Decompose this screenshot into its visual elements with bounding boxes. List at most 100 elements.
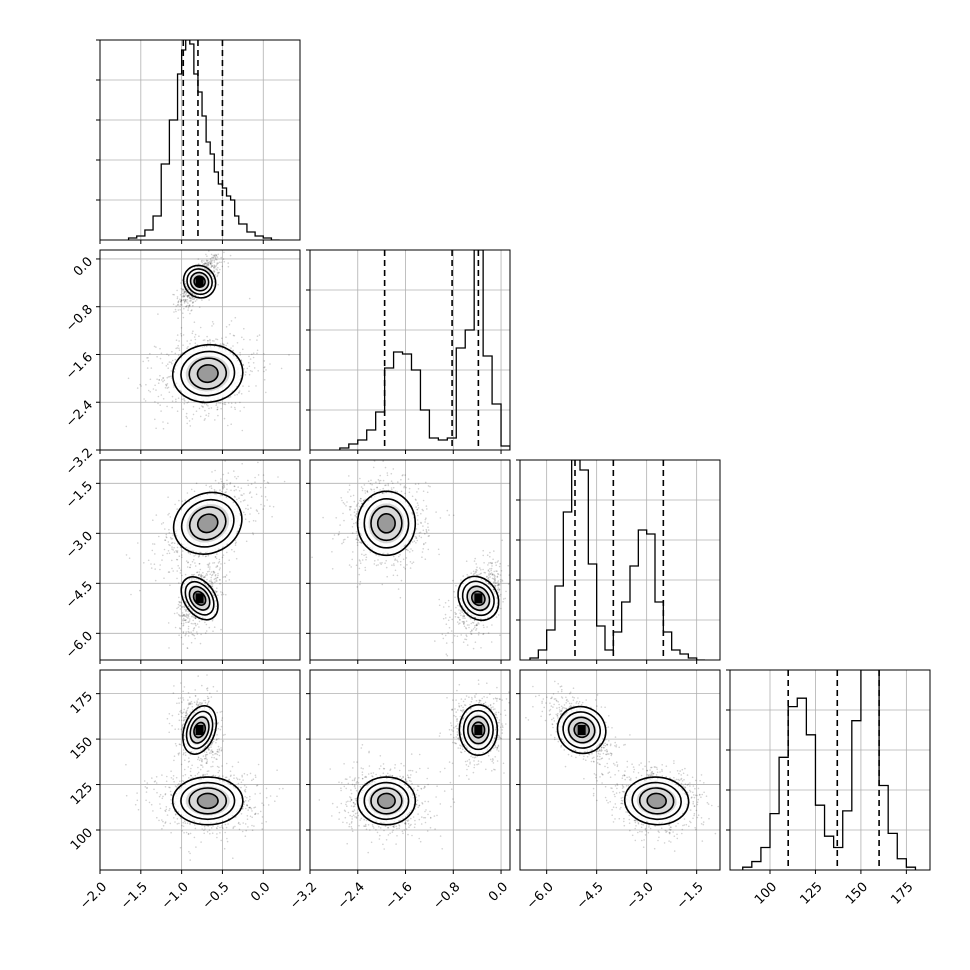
scatter-point bbox=[406, 564, 408, 566]
scatter-point bbox=[205, 259, 208, 262]
scatter-point bbox=[216, 256, 219, 258]
scatter-point bbox=[201, 261, 203, 264]
scatter-point bbox=[214, 479, 217, 482]
scatter-point bbox=[189, 618, 191, 620]
scatter-point bbox=[427, 535, 430, 537]
scatter-point bbox=[185, 305, 188, 308]
scatter-point bbox=[157, 382, 160, 385]
scatter-point bbox=[213, 261, 216, 263]
scatter-point bbox=[202, 755, 205, 757]
scatter-point bbox=[456, 621, 459, 623]
scatter-point bbox=[182, 312, 184, 315]
scatter-point bbox=[202, 405, 204, 408]
scatter-point bbox=[198, 563, 201, 565]
scatter-point bbox=[178, 499, 180, 502]
scatter-point bbox=[404, 474, 406, 476]
scatter-point bbox=[405, 548, 408, 551]
scatter-point bbox=[230, 402, 233, 405]
scatter-point bbox=[502, 601, 504, 603]
scatter-point bbox=[168, 722, 171, 725]
scatter-point bbox=[187, 295, 190, 297]
scatter-point bbox=[213, 255, 216, 257]
scatter-point bbox=[408, 487, 411, 490]
scatter-point bbox=[227, 472, 230, 474]
scatter-point bbox=[136, 387, 139, 389]
scatter-point bbox=[164, 539, 167, 542]
histogram-panel-1 bbox=[306, 249, 511, 454]
scatter-point bbox=[196, 701, 198, 704]
scatter-point bbox=[403, 485, 406, 488]
contour-line bbox=[466, 585, 491, 612]
scatter-point bbox=[393, 555, 395, 558]
scatter-point bbox=[188, 621, 190, 623]
scatter-point bbox=[240, 487, 243, 490]
scatter-point bbox=[205, 403, 208, 406]
scatter-point bbox=[343, 519, 345, 522]
scatter-point bbox=[461, 611, 464, 614]
scatter-point bbox=[203, 262, 206, 265]
scatter-point bbox=[482, 624, 485, 627]
scatter-point bbox=[351, 526, 354, 528]
scatter-point bbox=[181, 606, 183, 608]
scatter-point bbox=[193, 555, 195, 557]
scatter-point bbox=[466, 624, 469, 626]
scatter-point bbox=[384, 484, 386, 487]
scatter-point bbox=[182, 690, 184, 693]
scatter-point bbox=[475, 624, 478, 626]
scatter-point bbox=[392, 468, 395, 470]
scatter-point bbox=[356, 534, 359, 537]
scatter-point bbox=[382, 487, 385, 490]
scatter-point bbox=[181, 724, 184, 726]
scatter-point bbox=[497, 572, 499, 575]
scatter-point bbox=[181, 614, 183, 617]
scatter-point bbox=[176, 297, 179, 300]
y-tick-label: −1.6 bbox=[63, 350, 96, 383]
scatter-point bbox=[482, 549, 485, 552]
scatter-point bbox=[348, 484, 351, 487]
scatter-point bbox=[173, 612, 176, 615]
scatter-point bbox=[465, 638, 468, 641]
scatter-point bbox=[189, 711, 192, 713]
scatter-point bbox=[219, 582, 221, 585]
scatter-point bbox=[363, 499, 366, 501]
scatter-point bbox=[512, 606, 514, 608]
scatter-point bbox=[476, 623, 478, 625]
scatter-point bbox=[497, 614, 500, 616]
scatter-point bbox=[168, 713, 171, 715]
scatter-point bbox=[177, 613, 180, 616]
scatter-point bbox=[199, 702, 202, 704]
scatter-point bbox=[385, 484, 387, 487]
scatter-point bbox=[216, 738, 218, 741]
scatter-point bbox=[172, 293, 174, 296]
scatter-point bbox=[223, 403, 225, 405]
scatter-point bbox=[451, 641, 454, 644]
scatter-point bbox=[198, 620, 201, 623]
scatter-point bbox=[204, 701, 207, 704]
scatter-point bbox=[222, 554, 225, 556]
scatter-point bbox=[243, 493, 245, 495]
scatter-point bbox=[188, 551, 190, 554]
scatter-point bbox=[495, 582, 497, 584]
scatter-point bbox=[213, 756, 215, 759]
scatter-point bbox=[185, 560, 188, 562]
scatter-point bbox=[186, 709, 188, 712]
scatter-point bbox=[234, 394, 236, 396]
scatter-point bbox=[358, 541, 361, 543]
scatter-point bbox=[264, 486, 267, 489]
scatter-point bbox=[210, 485, 212, 487]
scatter-point bbox=[455, 613, 458, 615]
scatter-point bbox=[248, 520, 251, 523]
scatter-point bbox=[357, 509, 360, 511]
scatter-point bbox=[215, 404, 217, 407]
scatter-point bbox=[399, 483, 402, 486]
scatter-point bbox=[209, 692, 211, 695]
scatter-point bbox=[155, 389, 157, 391]
scatter-point bbox=[240, 500, 242, 503]
scatter-point bbox=[190, 300, 192, 302]
scatter-point bbox=[358, 559, 361, 561]
scatter-point bbox=[181, 550, 184, 552]
scatter-point bbox=[172, 534, 174, 536]
scatter-point bbox=[237, 475, 239, 478]
scatter-point bbox=[205, 762, 208, 764]
scatter-point bbox=[197, 758, 199, 761]
